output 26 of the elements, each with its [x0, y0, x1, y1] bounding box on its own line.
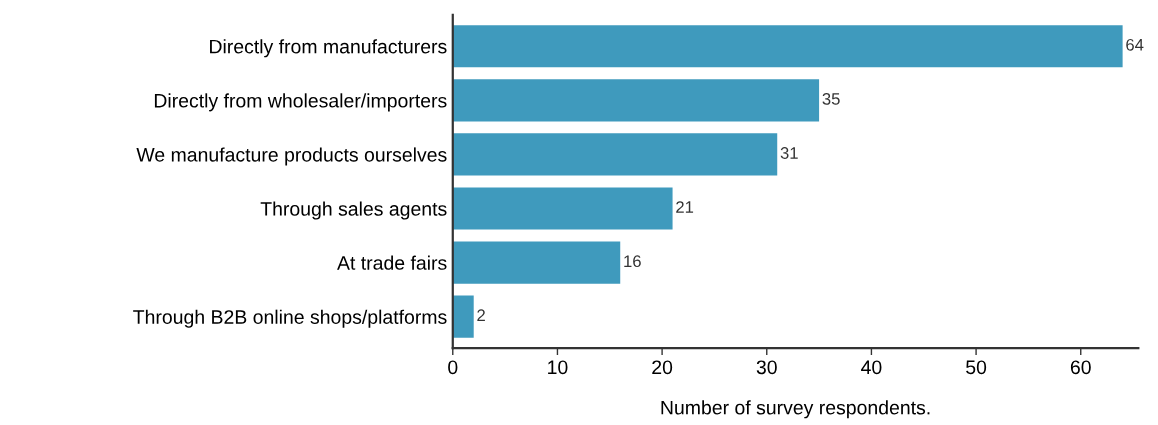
- y-tick-label: Through sales agents: [260, 201, 447, 220]
- x-tick-label: 20: [652, 360, 673, 375]
- x-tick-label: 0: [448, 360, 458, 375]
- y-tick-label: Through B2B online shops/platforms: [133, 309, 447, 328]
- y-tick-label: We manufacture products ourselves: [136, 147, 447, 166]
- x-tick-label: 10: [548, 360, 568, 375]
- x-tick-label: 30: [756, 360, 777, 375]
- data-label: 2: [477, 309, 485, 322]
- bar: [452, 295, 474, 338]
- data-label: 35: [822, 93, 840, 105]
- y-tick-label: At trade fairs: [337, 255, 447, 270]
- bar: [452, 133, 778, 176]
- data-label: 21: [676, 201, 694, 213]
- bar: [452, 187, 673, 230]
- y-tick-label: Directly from wholesaler/importers: [154, 93, 447, 112]
- data-label: 64: [1126, 38, 1144, 51]
- data-label: 31: [780, 147, 798, 159]
- bar: [452, 25, 1123, 68]
- data-label: 16: [624, 255, 641, 268]
- x-tick-label: 40: [861, 360, 882, 375]
- x-tick-label: 60: [1070, 360, 1091, 375]
- y-tick-label: Directly from manufacturers: [210, 39, 447, 58]
- bar: [452, 79, 820, 122]
- x-tick-label: 50: [966, 360, 987, 375]
- bar: [452, 241, 621, 284]
- x-axis-title: Number of survey respondents.: [661, 400, 930, 419]
